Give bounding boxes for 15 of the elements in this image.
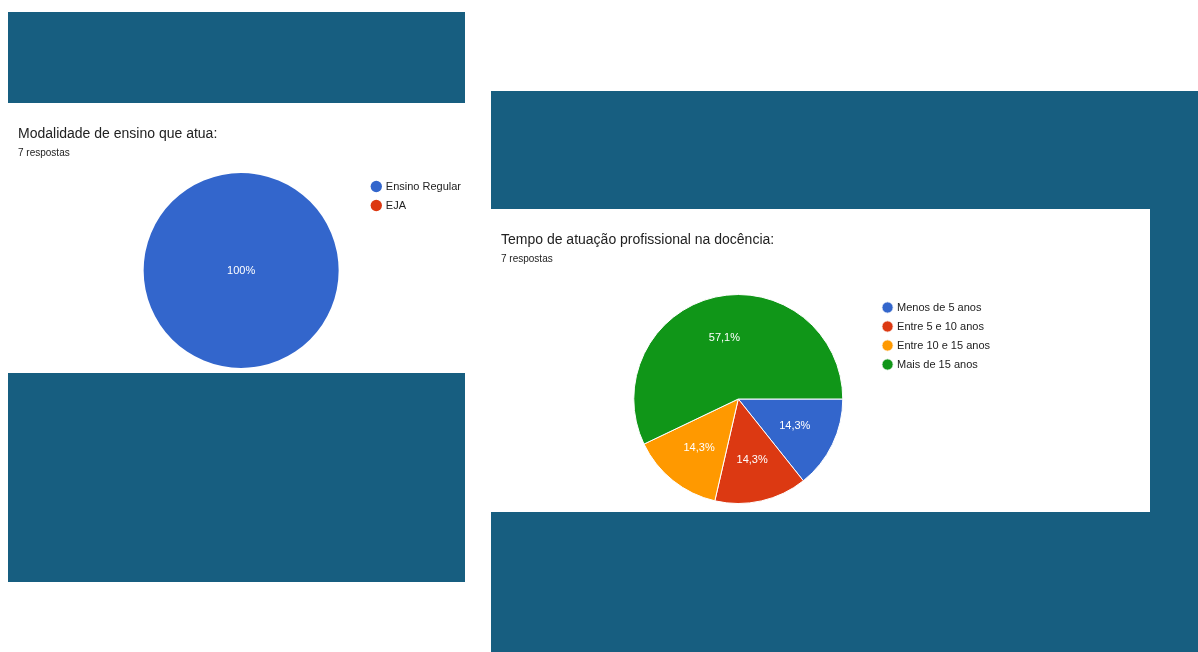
data-label: 100%	[227, 263, 256, 276]
text: 7 respostas	[18, 147, 70, 158]
data-label: 14,3%	[683, 440, 715, 453]
legend-label: EJA	[385, 198, 407, 211]
text: 7 respostas	[501, 253, 553, 264]
chart-title: Modalidade de ensino que atua:	[18, 125, 218, 141]
chart-title: Tempo de atuação profissional na docência:	[501, 231, 775, 247]
legend-label: Menos de 5 anos	[897, 300, 982, 313]
data-label: 57,1%	[708, 330, 741, 343]
data-label: 14,3%	[736, 453, 768, 466]
data-label: 14,3%	[779, 419, 811, 432]
legend-label: Entre 5 e 10 anos	[897, 319, 985, 332]
legend-label: Entre 10 e 15 anos	[897, 338, 991, 351]
legend-label: Ensino Regular	[385, 179, 462, 192]
legend-label: Mais de 15 anos	[897, 357, 979, 370]
